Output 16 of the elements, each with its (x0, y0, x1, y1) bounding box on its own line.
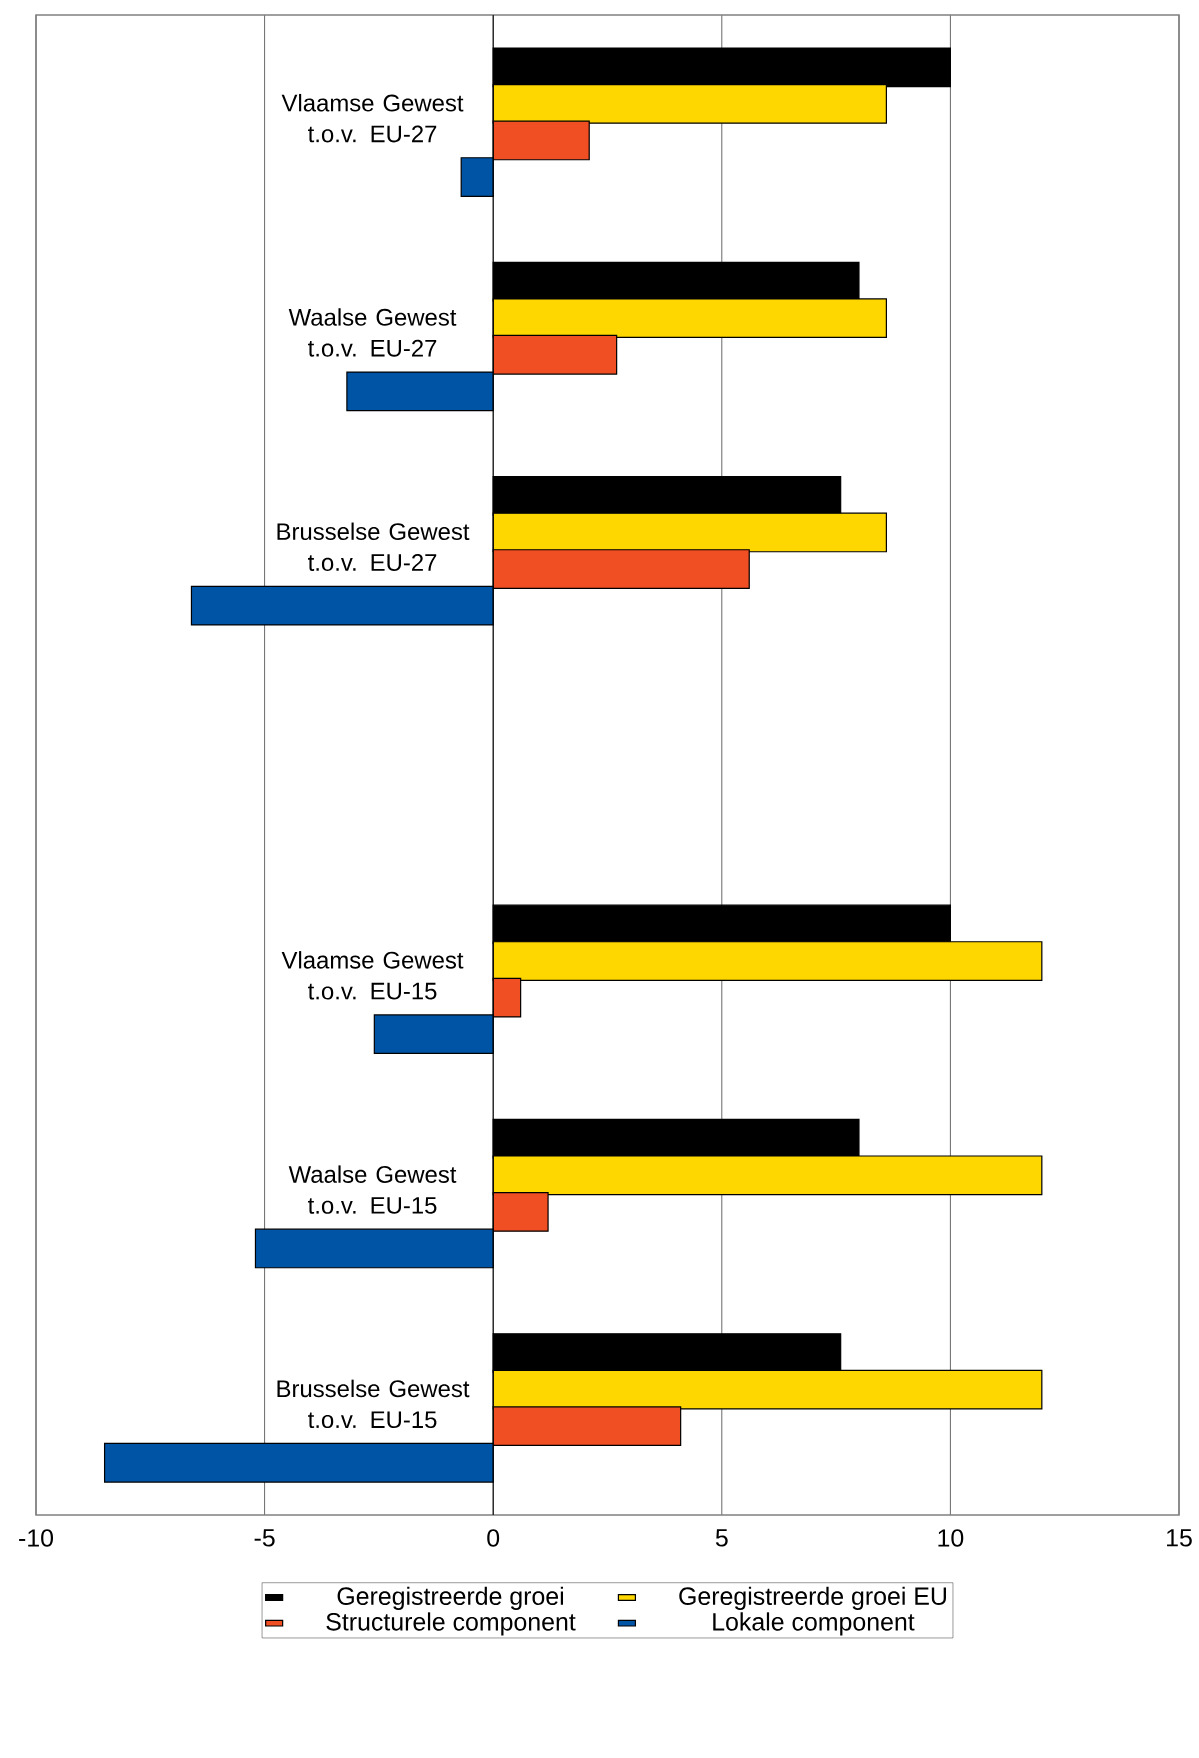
y-tick-label: Waalse Gewest t.o.v. EU-27 (288, 308, 457, 357)
y-tick-label: Vlaamse Gewest t.o.v. EU-27 (281, 93, 464, 143)
x-tick-label: -10 (19, 1529, 54, 1547)
x-tick-label: 0 (487, 1529, 500, 1547)
x-tick-label: 15 (1167, 1529, 1192, 1547)
x-tick-label: 5 (715, 1529, 728, 1547)
text: Lokale component (713, 1612, 915, 1636)
legend-label: Geregistreerde groei EU (679, 1586, 946, 1610)
y-tick-label: Vlaamse Gewest t.o.v. EU-15 (281, 951, 464, 1000)
x-tick-label: 10 (938, 1529, 964, 1547)
y-tick-label: Brusselse Gewest t.o.v. EU-27 (277, 522, 470, 571)
y-tick-label: Waalse Gewest t.o.v. EU-15 (288, 1165, 457, 1214)
y-tick-label: Brusselse Gewest t.o.v. EU-15 (277, 1379, 470, 1429)
legend-label: Geregistreerde groei (337, 1586, 564, 1610)
x-tick-label: -5 (254, 1529, 275, 1547)
legend-label: Structurele component (326, 1612, 576, 1636)
